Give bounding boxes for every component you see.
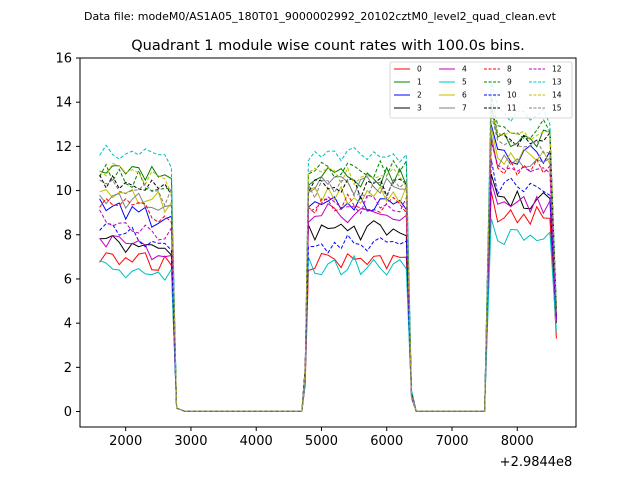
y-tick-label: 6 — [64, 272, 72, 287]
legend-label-6: 6 — [462, 91, 467, 100]
legend-label-7: 7 — [462, 104, 467, 113]
chart-suptitle: Data file: modeM0/AS1A05_180T01_90000029… — [84, 10, 557, 23]
series-line-14 — [99, 106, 557, 412]
legend-label-4: 4 — [462, 65, 467, 74]
legend-label-8: 8 — [507, 65, 512, 74]
series-layer — [99, 79, 557, 412]
y-tick-label: 0 — [64, 405, 72, 420]
legend-label-0: 0 — [417, 65, 422, 74]
legend-label-3: 3 — [417, 104, 422, 113]
legend-label-10: 10 — [507, 91, 517, 100]
legend-label-2: 2 — [417, 91, 422, 100]
legend-label-14: 14 — [552, 91, 562, 100]
legend-label-5: 5 — [462, 78, 467, 87]
legend-box — [389, 61, 573, 119]
y-tick-label: 10 — [55, 184, 72, 199]
x-tick-label: 6000 — [370, 434, 403, 449]
axes-layer: 2000 3000 4000 5000 6000 7000 8000024681012141… — [55, 52, 533, 450]
x-tick-label: 4000 — [240, 434, 273, 449]
y-tick-label: 2 — [64, 361, 72, 376]
x-offset-label: +2.9844e8 — [500, 455, 573, 470]
plot-frame — [79, 57, 577, 428]
y-tick-label: 16 — [55, 52, 72, 67]
series-line-15 — [99, 114, 557, 412]
chart-title: Quadrant 1 module wise count rates with … — [131, 38, 525, 54]
x-tick-label: 7000 — [435, 434, 468, 449]
legend-label-11: 11 — [507, 104, 517, 113]
legend-label-12: 12 — [552, 65, 562, 74]
y-tick-label: 4 — [64, 317, 72, 332]
legend-label-9: 9 — [507, 78, 512, 87]
legend-label-1: 1 — [417, 78, 422, 87]
x-tick-label: 5000 — [305, 434, 338, 449]
legend-label-15: 15 — [552, 104, 562, 113]
x-tick-label: 3000 — [174, 434, 207, 449]
x-tick-label: 2000 — [109, 434, 142, 449]
y-tick-label: 14 — [55, 96, 72, 111]
y-tick-label: 12 — [55, 140, 72, 155]
legend-label-13: 13 — [552, 78, 562, 87]
y-tick-label: 8 — [64, 228, 72, 243]
x-tick-label: 8000 — [501, 434, 534, 449]
